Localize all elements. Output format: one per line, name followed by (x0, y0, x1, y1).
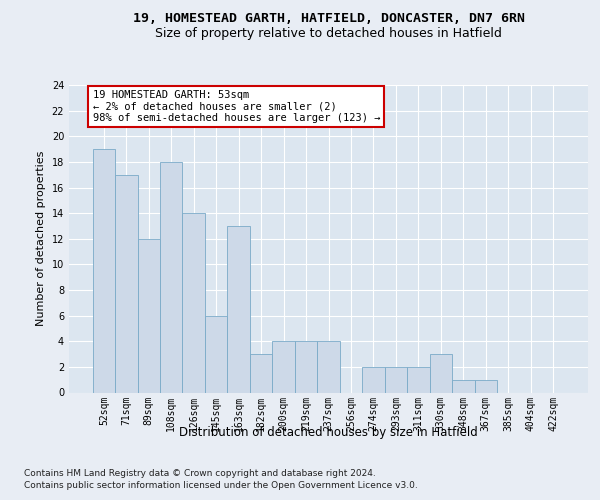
Bar (452, 380, 475, 392)
Bar (205, 316, 227, 392)
Bar (182, 213, 205, 392)
Y-axis label: Number of detached properties: Number of detached properties (36, 151, 46, 326)
Bar (385, 367, 407, 392)
Text: Distribution of detached houses by size in Hatfield: Distribution of detached houses by size … (179, 426, 478, 439)
Bar (160, 162, 182, 392)
Bar (137, 239, 160, 392)
Text: 19, HOMESTEAD GARTH, HATFIELD, DONCASTER, DN7 6RN: 19, HOMESTEAD GARTH, HATFIELD, DONCASTER… (133, 12, 525, 26)
Bar (317, 341, 340, 392)
Bar (250, 354, 272, 393)
Bar (475, 380, 497, 392)
Bar (430, 354, 452, 393)
Text: Contains HM Land Registry data © Crown copyright and database right 2024.: Contains HM Land Registry data © Crown c… (24, 470, 376, 478)
Text: Size of property relative to detached houses in Hatfield: Size of property relative to detached ho… (155, 28, 502, 40)
Bar (272, 341, 295, 392)
Bar (407, 367, 430, 392)
Bar (295, 341, 317, 392)
Bar (115, 174, 137, 392)
Bar (227, 226, 250, 392)
Bar (362, 367, 385, 392)
Text: 19 HOMESTEAD GARTH: 53sqm
← 2% of detached houses are smaller (2)
98% of semi-de: 19 HOMESTEAD GARTH: 53sqm ← 2% of detach… (92, 90, 380, 124)
Bar (92, 149, 115, 392)
Text: Contains public sector information licensed under the Open Government Licence v3: Contains public sector information licen… (24, 482, 418, 490)
